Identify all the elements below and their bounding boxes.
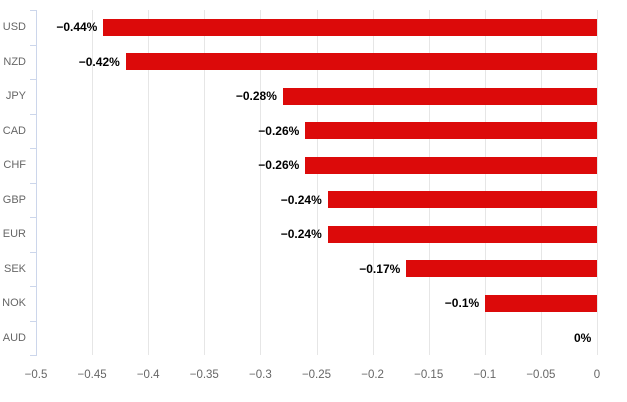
- category-axis-tick: [30, 79, 36, 80]
- category-axis-line: [36, 10, 37, 356]
- category-axis-tick: [30, 251, 36, 253]
- category-label-gbp: GBP: [2, 193, 26, 206]
- bar-eur: [327, 225, 597, 243]
- category-axis-tick: [30, 10, 36, 11]
- data-label-sek: −0.17%: [359, 261, 401, 276]
- bar-cad: [305, 122, 597, 140]
- category-label-nzd: NZD: [3, 55, 26, 68]
- category-axis-tick: [30, 148, 36, 149]
- gridline: [204, 10, 206, 355]
- x-axis-tick-label: −0.5: [24, 369, 48, 381]
- gridline: [316, 10, 318, 355]
- category-label-chf: CHF: [3, 159, 26, 172]
- x-axis-tick-label: −0.05: [526, 369, 556, 381]
- data-label-eur: −0.24%: [280, 227, 322, 242]
- data-label-jpy: −0.28%: [235, 89, 277, 104]
- category-axis-tick: [30, 182, 36, 184]
- category-label-aud: AUD: [2, 331, 26, 344]
- bar-nok: [484, 294, 597, 312]
- data-label-chf: −0.26%: [258, 158, 300, 173]
- x-axis-tick-label: −0.4: [136, 369, 160, 381]
- data-label-aud: 0%: [574, 330, 592, 345]
- data-label-cad: −0.26%: [258, 123, 300, 138]
- bar-nzd: [125, 53, 597, 71]
- x-axis-tick-label: −0.3: [249, 369, 272, 381]
- data-label-usd: −0.44%: [56, 20, 98, 35]
- gridline: [92, 10, 94, 355]
- gridline: [484, 10, 486, 355]
- data-label-gbp: −0.24%: [280, 192, 322, 207]
- x-axis-tick-label: −0.2: [361, 369, 384, 381]
- category-axis-tick: [30, 355, 36, 356]
- gridline: [148, 10, 150, 355]
- category-label-nok: NOK: [2, 297, 26, 310]
- data-label-nok: −0.1%: [444, 296, 480, 311]
- x-axis-tick-label: −0.45: [77, 369, 107, 381]
- category-axis-tick: [30, 44, 36, 46]
- x-axis-tick-label: −0.15: [414, 369, 444, 381]
- x-axis-tick-label: −0.1: [473, 369, 497, 381]
- bar-sek: [406, 260, 597, 278]
- gridline: [428, 10, 430, 355]
- gridline: [597, 10, 598, 355]
- category-label-usd: USD: [2, 21, 26, 34]
- category-label-sek: SEK: [3, 262, 26, 275]
- category-axis-tick: [30, 286, 36, 287]
- x-axis-tick-label: 0: [593, 369, 601, 381]
- category-axis-tick: [30, 217, 36, 218]
- bar-gbp: [327, 191, 597, 209]
- category-label-cad: CAD: [2, 124, 26, 137]
- category-label-jpy: JPY: [5, 90, 26, 103]
- bar-chf: [305, 156, 597, 174]
- gridline: [540, 10, 542, 355]
- gridline: [372, 10, 374, 355]
- category-label-eur: EUR: [2, 228, 26, 241]
- data-label-nzd: −0.42%: [78, 54, 120, 69]
- bar-jpy: [282, 87, 597, 105]
- bar-usd: [103, 18, 597, 36]
- gridline: [260, 10, 262, 355]
- x-axis-tick-label: −0.25: [301, 369, 332, 381]
- x-axis-tick-label: −0.35: [189, 369, 219, 381]
- category-axis-tick: [30, 113, 36, 115]
- category-axis-tick: [30, 320, 36, 322]
